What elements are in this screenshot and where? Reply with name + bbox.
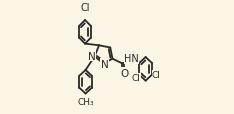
Text: N: N: [101, 59, 109, 69]
Text: Cl: Cl: [152, 70, 161, 79]
Text: CH₃: CH₃: [77, 97, 94, 106]
Text: Cl: Cl: [132, 74, 141, 83]
Text: O: O: [121, 68, 129, 78]
Text: HN: HN: [124, 54, 139, 64]
Text: N: N: [88, 52, 96, 61]
Text: Cl: Cl: [80, 3, 90, 13]
